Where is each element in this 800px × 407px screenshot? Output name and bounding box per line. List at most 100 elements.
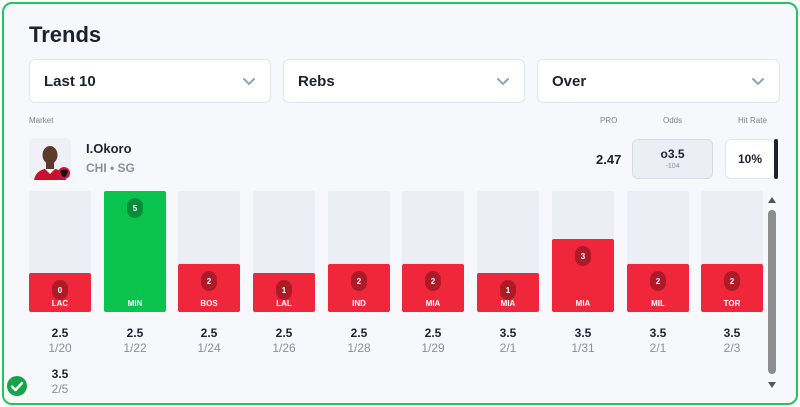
game-line: 2.5	[350, 326, 368, 340]
game-opponent: MIA	[500, 299, 516, 308]
game-label: 3.5 1/31	[552, 326, 614, 355]
game-label: 3.5 2/1	[627, 326, 689, 355]
game-label: 2.5 1/20	[29, 326, 91, 355]
stat-dropdown[interactable]: Rebs	[283, 59, 525, 103]
chevron-down-icon	[243, 78, 255, 86]
game-line: 3.5	[574, 326, 592, 340]
game-bar-fill: 1 MIA	[477, 273, 539, 312]
game-date: 1/26	[272, 341, 296, 355]
bulls-logo-icon	[58, 167, 70, 179]
player-headshot-icon	[29, 138, 71, 180]
odds-price: -104	[665, 163, 680, 170]
dropdown-value: Last 10	[44, 72, 96, 90]
game-line: 2.5	[51, 326, 69, 340]
game-label: 3.5 2/1	[477, 326, 539, 355]
game-date: 1/24	[197, 341, 221, 355]
odds-column-label: Odds	[663, 116, 683, 125]
game-line: 2.5	[126, 326, 144, 340]
odds-line: o3.5	[660, 147, 685, 161]
game-value-badge: 2	[351, 271, 367, 291]
game-date: 2/1	[499, 341, 517, 355]
chevron-down-icon	[752, 78, 764, 86]
game-line: 3.5	[723, 326, 741, 340]
game-label: 2.5 1/22	[104, 326, 166, 355]
game-bar[interactable]: 2 BOS	[178, 191, 240, 312]
odds-button[interactable]: o3.5 -104	[632, 139, 713, 179]
game-value-badge: 2	[724, 271, 740, 291]
check-circle-icon	[7, 376, 27, 396]
game-value-badge: 3	[575, 246, 591, 266]
game-opponent: MIL	[651, 299, 665, 308]
game-bar-fill: 2 MIL	[627, 264, 689, 312]
game-value-badge: 2	[425, 271, 441, 291]
game-opponent: IND	[352, 299, 366, 308]
game-date: 1/20	[48, 341, 72, 355]
game-opponent: TOR	[723, 299, 741, 308]
game-value-badge: 5	[127, 198, 143, 218]
game-line: 3.5	[51, 367, 69, 381]
player-name: I.Okoro	[86, 141, 132, 156]
game-opponent: MIA	[425, 299, 441, 308]
game-value-badge: 1	[276, 280, 292, 300]
game-bar-fill: 3 MIA	[552, 239, 614, 312]
game-line: 2.5	[275, 326, 293, 340]
game-label: 2.5 1/29	[402, 326, 464, 355]
game-opponent: BOS	[200, 299, 218, 308]
game-opponent: MIN	[127, 299, 143, 308]
game-bar[interactable]: 1 MIA	[477, 191, 539, 312]
hit-rate-column-label: Hit Rate	[738, 116, 767, 125]
games-range-dropdown[interactable]: Last 10	[29, 59, 271, 103]
game-line: 2.5	[200, 326, 218, 340]
over-under-dropdown[interactable]: Over	[537, 59, 780, 103]
overflow-game-label: 3.5 2/5	[29, 367, 91, 396]
game-date: 1/28	[347, 341, 371, 355]
game-bar-fill: 0 LAC	[29, 273, 91, 312]
game-date: 1/29	[421, 341, 445, 355]
game-opponent: LAC	[51, 299, 69, 308]
game-value-badge: 2	[650, 271, 666, 291]
dropdown-value: Rebs	[298, 72, 335, 90]
game-value-badge: 1	[500, 280, 516, 300]
player-team-position: CHI • SG	[86, 161, 135, 175]
avatar	[29, 138, 71, 180]
game-opponent: LAL	[276, 299, 292, 308]
pro-value: 2.47	[596, 152, 622, 167]
game-bar[interactable]: 1 LAL	[253, 191, 315, 312]
game-bar[interactable]: 5 MIN	[104, 191, 166, 312]
game-bar-fill: 5 MIN	[104, 191, 166, 312]
game-line: 3.5	[649, 326, 667, 340]
game-bar-fill: 2 MIA	[402, 264, 464, 312]
game-label: 2.5 1/28	[328, 326, 390, 355]
market-column-label: Market	[29, 116, 54, 125]
game-bar[interactable]: 3 MIA	[552, 191, 614, 312]
chevron-down-icon	[497, 78, 509, 86]
scrollbar-thumb[interactable]	[768, 210, 776, 374]
scroll-down-arrow-icon[interactable]	[767, 381, 777, 389]
game-bar[interactable]: 2 IND	[328, 191, 390, 312]
game-date: 1/31	[571, 341, 595, 355]
game-bar[interactable]: 2 MIL	[627, 191, 689, 312]
game-label: 2.5 1/26	[253, 326, 315, 355]
hit-rate-value: 10%	[725, 139, 775, 179]
game-bar-fill: 2 BOS	[178, 264, 240, 312]
page-title: Trends	[29, 22, 102, 47]
game-date: 2/3	[723, 341, 741, 355]
scroll-up-arrow-icon[interactable]	[767, 196, 777, 204]
dropdown-value: Over	[552, 72, 587, 90]
game-date: 1/22	[123, 341, 147, 355]
game-bar[interactable]: 2 TOR	[701, 191, 763, 312]
game-bar[interactable]: 2 MIA	[402, 191, 464, 312]
game-bar-fill: 2 IND	[328, 264, 390, 312]
game-date: 2/1	[649, 341, 667, 355]
game-bar-fill: 1 LAL	[253, 273, 315, 312]
game-date: 2/5	[51, 382, 69, 396]
game-opponent: MIA	[575, 299, 591, 308]
game-line: 2.5	[424, 326, 442, 340]
game-value-badge: 0	[52, 280, 68, 300]
hit-rate-indicator	[774, 139, 778, 179]
pro-column-label: PRO	[600, 116, 618, 125]
game-bar-fill: 2 TOR	[701, 264, 763, 312]
game-bar[interactable]: 0 LAC	[29, 191, 91, 312]
game-value-badge: 2	[201, 271, 217, 291]
